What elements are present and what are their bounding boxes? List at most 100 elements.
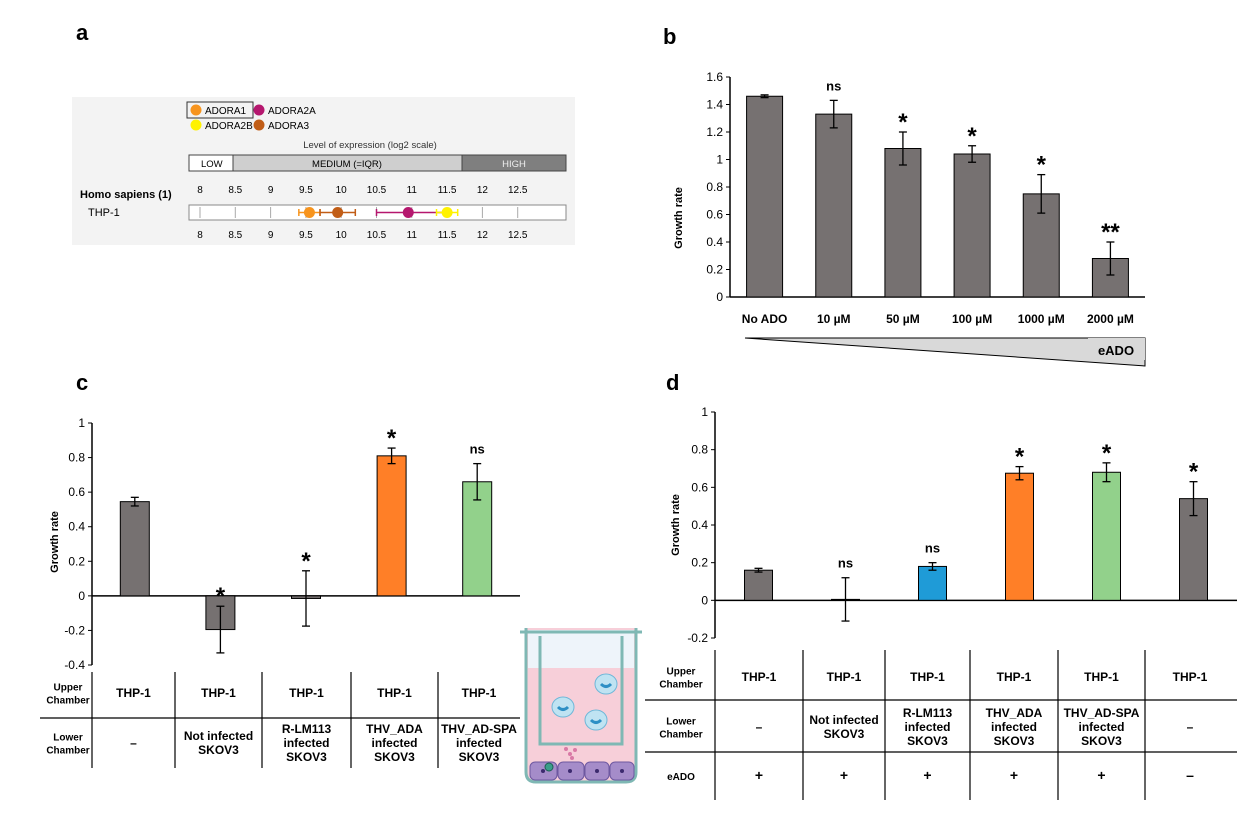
eado-gradient-wedge: [744, 337, 1146, 367]
released-particle: [568, 752, 572, 756]
released-particle: [564, 747, 568, 751]
eado-gradient-label: eADO: [1098, 343, 1134, 358]
chart-c-table: Upper Chamber Lower Chamber THP-1 – THP-1 Not i…: [40, 672, 520, 768]
expression-panel: ADORA1 ADORA2A ADORA2B ADORA3 Level of e…: [72, 97, 575, 245]
chart-c-ylabel: Growth rate: [49, 511, 61, 573]
chart-d-ytick-label: 0.8: [691, 443, 708, 457]
species-label: Homo sapiens (1): [80, 189, 172, 201]
scale-tick-top-5: 10.5: [367, 185, 387, 196]
scale-tick-top-6: 11: [407, 185, 418, 196]
skov3-nucleus: [541, 769, 545, 773]
scale-tick-bottom-4: 10: [336, 230, 348, 241]
eado-label-bg: [1088, 338, 1145, 360]
legend-selected-box: [186, 101, 254, 119]
table-d-upper-cell-2: THP-1: [910, 670, 945, 684]
table-c-lower-cell-1: Not infected SKOV3: [184, 729, 253, 757]
chart-d-bar-3: [1005, 472, 1034, 601]
table-d-lower-cell-5: –: [1187, 720, 1194, 734]
table-d-eado-cell-5: –: [1186, 767, 1194, 783]
table-c-upper-cell-3: THP-1: [377, 686, 412, 700]
chart-b-category-3: 100 µM: [952, 312, 992, 326]
chart-d-bar-2: [918, 565, 947, 601]
chart-b-ytick-label: 1.4: [706, 98, 723, 112]
skov3-nucleus: [568, 769, 572, 773]
released-particle: [573, 748, 577, 752]
chart-d-ytick-label: 0: [701, 593, 708, 607]
scale-tick-top-8: 12: [477, 185, 489, 196]
chart-b-bar-0: [746, 95, 784, 298]
table-d-row-label-lower: Lower Chamber: [659, 717, 702, 741]
table-d-lower-cell-1: Not infected SKOV3: [809, 713, 878, 741]
chart-b-annotation-3: *: [967, 123, 977, 150]
expression-point-adora3: [332, 207, 344, 218]
table-c-row-label-lower: Lower Chamber: [46, 733, 89, 757]
transwell-illustration: [520, 628, 642, 784]
chart-c-ytick-label: -0.2: [64, 623, 85, 637]
scale-tick-bottom-5: 10.5: [367, 230, 387, 241]
chart-d-table: Upper Chamber Lower Chamber eADO THP-1 – + THP-1…: [645, 650, 1237, 800]
chart-d-ylabel: Growth rate: [670, 494, 682, 556]
chart-d-annotation-3: *: [1015, 444, 1025, 471]
table-c-lower-cell-4: THV_AD-SPA infected SKOV3: [441, 722, 517, 764]
panel-label-d: d: [666, 370, 680, 395]
expression-point-adora2a: [402, 207, 414, 218]
chart-c-annotation-4: ns: [470, 442, 485, 457]
chart-d-ytick-label: 0.2: [691, 556, 708, 570]
band-medium-label: MEDIUM (=IQR): [312, 159, 382, 170]
legend-label-adora1: ADORA1: [205, 106, 247, 117]
chart-d-ytick-label: 0.4: [691, 518, 708, 532]
band-high-label: HIGH: [502, 159, 526, 170]
monocyte-cell: [551, 696, 575, 718]
expression-points: [298, 207, 459, 218]
table-d-eado-cell-1: +: [840, 767, 848, 783]
scale-tick-bottom-6: 11: [407, 230, 418, 241]
table-d-row-label-upper: Upper Chamber: [659, 667, 702, 691]
table-c-upper-cell-4: THP-1: [462, 686, 497, 700]
table-c-lower-cell-3: THV_ADA infected SKOV3: [366, 722, 423, 764]
chart-b-ytick-label: 0.6: [706, 208, 723, 222]
chart-c-ytick-label: 0.6: [68, 485, 85, 499]
scale-title: Level of expression (log2 scale): [303, 140, 437, 151]
monocyte-cell: [594, 673, 618, 695]
skov3-nucleus: [620, 769, 624, 773]
chart-d-ytick-label: 0.6: [691, 480, 708, 494]
transwell-insert: [538, 636, 624, 746]
legend-marker-adora1: [190, 104, 202, 116]
table-d-eado-cell-2: +: [923, 767, 931, 783]
legend-marker-adora2a: [253, 104, 265, 116]
chart-c-annotation-1: *: [216, 583, 226, 610]
panel-label-a: a: [76, 20, 89, 45]
chart-b-ytick-label: 1.6: [706, 70, 723, 84]
table-d-row-label-eado: eADO: [667, 772, 695, 783]
chart-c: Growth rate -0.4 -0.2 0 0.2 0.4 0.6 0.8 1 * * * ns…: [40, 416, 520, 768]
scale-tick-top-7: 11.5: [438, 185, 457, 196]
chart-c-ytick-label: 0.4: [68, 520, 85, 534]
table-d-eado-cell-4: +: [1097, 767, 1105, 783]
legend-marker-adora3: [253, 119, 265, 131]
chart-b-category-1: 10 µM: [817, 312, 851, 326]
scale-tick-bottom-0: 8: [197, 230, 203, 241]
legend-label-adora2b: ADORA2B: [205, 121, 253, 132]
virus-particle: [544, 762, 554, 772]
table-c-row-label-upper: Upper Chamber: [46, 683, 89, 707]
monocyte-cell: [584, 709, 608, 731]
chart-c-bar-4: [462, 481, 493, 597]
band-high: [461, 154, 567, 172]
monocyte-nucleus: [599, 682, 613, 688]
table-c-lower-cell-2: R-LM113 infected SKOV3: [282, 722, 332, 764]
chart-b: Growth rate 0 0.2 0.4 0.6 0.8 1 1.2 1.4 1.6 No A…: [673, 70, 1146, 367]
chart-d-annotation-2: ns: [925, 541, 940, 556]
chart-d-bar-5: [1179, 498, 1208, 601]
chart-b-bar-3: [953, 153, 991, 298]
scale-tick-bottom-1: 8.5: [228, 230, 242, 241]
scale-tick-bottom-9: 12.5: [508, 230, 528, 241]
scale-tick-top-4: 10: [336, 185, 348, 196]
chart-b-category-0: No ADO: [742, 312, 788, 326]
panel-label-b: b: [663, 24, 677, 49]
chart-b-bar-1: [815, 113, 853, 298]
chart-c-annotation-3: *: [387, 425, 397, 452]
chart-d-ytick-label: 1: [701, 405, 708, 419]
table-c-lower-cell-0: –: [130, 736, 137, 750]
chart-c-ytick-label: 0.8: [68, 451, 85, 465]
chart-c-ytick-label: 0.2: [68, 554, 85, 568]
